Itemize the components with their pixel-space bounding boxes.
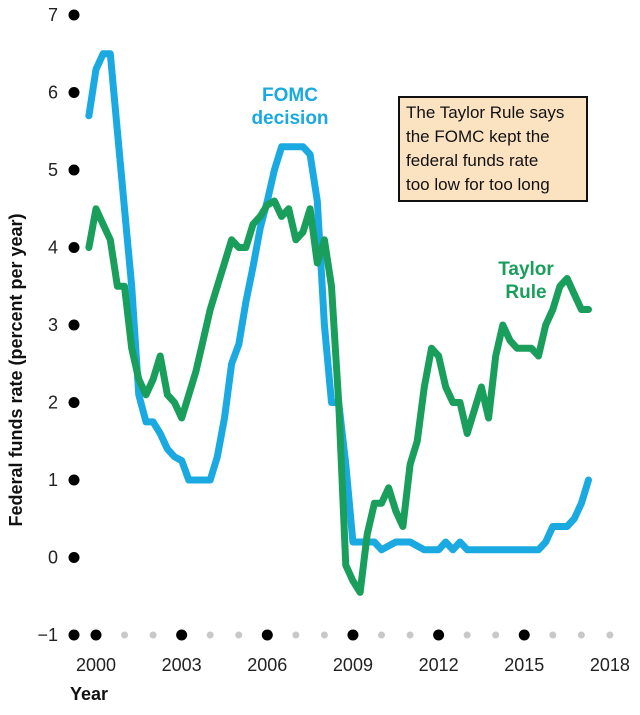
x-minor-tick-dot bbox=[378, 631, 385, 639]
x-major-tick-dot bbox=[433, 629, 445, 641]
annotation-line: The Taylor Rule says bbox=[406, 103, 565, 122]
x-tick-label: 2015 bbox=[504, 655, 544, 675]
x-axis-title: Year bbox=[70, 684, 108, 704]
x-major-tick-dot bbox=[261, 629, 273, 641]
x-minor-tick-dot bbox=[549, 631, 557, 639]
x-minor-tick-dot bbox=[577, 631, 585, 639]
y-axis-ticks: −1 0 1 2 3 4 5 6 7 bbox=[37, 5, 80, 645]
y-tick-label: 3 bbox=[48, 315, 58, 335]
x-tick-label: 2003 bbox=[162, 655, 202, 675]
y-tick-dot bbox=[68, 552, 80, 563]
fomc-decision-label: FOMC bbox=[262, 85, 318, 106]
y-tick-dot bbox=[68, 242, 80, 253]
y-tick-label: 1 bbox=[48, 470, 58, 490]
x-minor-tick-dot bbox=[463, 631, 471, 639]
x-minor-tick-dot bbox=[206, 631, 214, 639]
y-tick-label: −1 bbox=[37, 625, 58, 645]
x-minor-tick-dot bbox=[406, 631, 414, 639]
x-minor-tick-dot bbox=[149, 631, 157, 639]
fomc-decision-line bbox=[85, 50, 592, 554]
y-tick-dot bbox=[68, 9, 80, 21]
y-tick-label: 2 bbox=[48, 393, 58, 413]
x-major-tick-dot bbox=[176, 629, 188, 641]
x-minor-tick-dot bbox=[320, 631, 328, 639]
x-minor-tick-dot bbox=[235, 631, 243, 639]
taylor-rule-line bbox=[85, 197, 592, 596]
annotation-line: federal funds rate bbox=[406, 151, 539, 170]
x-axis-ticks: 2000 2003 2006 2009 2012 2015 2018 bbox=[76, 629, 630, 675]
y-tick-dot bbox=[68, 319, 80, 331]
y-tick-label: 7 bbox=[48, 5, 58, 25]
fomc-decision-label: decision bbox=[251, 108, 328, 129]
y-tick-dot bbox=[68, 164, 80, 176]
y-tick-label: 0 bbox=[48, 548, 58, 568]
annotation-line: the FOMC kept the bbox=[406, 127, 550, 146]
x-minor-tick-dot bbox=[121, 631, 129, 639]
x-tick-label: 2018 bbox=[590, 655, 630, 675]
taylor-rule-label: Taylor bbox=[498, 259, 554, 280]
x-minor-tick-dot bbox=[292, 631, 300, 639]
y-tick-dot bbox=[68, 474, 80, 486]
y-tick-label: 4 bbox=[48, 238, 58, 258]
x-minor-tick-dot bbox=[492, 631, 500, 639]
annotation-line: too low for too long bbox=[406, 175, 550, 194]
annotation-box: The Taylor Rule says the FOMC kept the f… bbox=[398, 96, 588, 202]
x-tick-label: 2006 bbox=[247, 655, 287, 675]
x-minor-tick-dot bbox=[606, 631, 614, 639]
y-tick-dot bbox=[68, 397, 80, 408]
x-tick-label: 2000 bbox=[76, 655, 116, 675]
series-lines bbox=[85, 50, 592, 596]
x-major-tick-dot bbox=[518, 629, 530, 641]
x-major-tick-dot bbox=[347, 629, 359, 641]
y-tick-dot bbox=[68, 629, 80, 641]
y-axis-title: Federal funds rate (percent per year) bbox=[6, 213, 26, 526]
x-tick-label: 2009 bbox=[333, 655, 373, 675]
y-tick-label: 5 bbox=[48, 160, 58, 180]
taylor-rule-label: Rule bbox=[505, 282, 546, 303]
x-major-tick-dot bbox=[90, 629, 102, 641]
y-tick-dot bbox=[68, 87, 80, 98]
y-tick-label: 6 bbox=[48, 83, 58, 103]
x-tick-label: 2012 bbox=[419, 655, 459, 675]
